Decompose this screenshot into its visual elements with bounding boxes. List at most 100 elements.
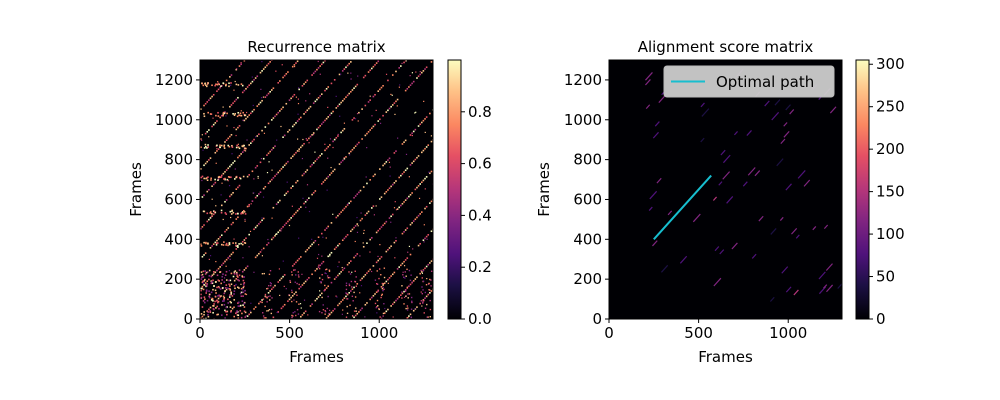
recurrence-cell xyxy=(422,179,425,182)
recurrence-cell xyxy=(384,307,386,310)
recurrence-cell xyxy=(240,114,243,117)
recurrence-cell xyxy=(302,138,304,141)
recurrence-cell xyxy=(212,305,214,307)
recurrence-cell xyxy=(335,246,338,249)
score-segment xyxy=(781,266,789,274)
recurrence-cell xyxy=(383,192,386,195)
recurrence-cell xyxy=(391,94,393,96)
recurrence-cell xyxy=(236,310,238,312)
recurrence-cell xyxy=(220,314,223,316)
recurrence-cell xyxy=(406,287,409,289)
recurrence-cell xyxy=(333,138,336,141)
recurrence-cell xyxy=(327,285,330,288)
recurrence-cell xyxy=(219,288,222,290)
recurrence-cell xyxy=(245,117,247,120)
recurrence-cell xyxy=(264,126,267,128)
recurrence-cell xyxy=(351,148,354,151)
recurrence-cell xyxy=(367,270,370,273)
recurrence-cell xyxy=(301,144,304,147)
recurrence-cell xyxy=(206,101,209,103)
recurrence-cell xyxy=(379,122,382,124)
recurrence-cell xyxy=(225,288,228,291)
recurrence-cell xyxy=(346,64,349,67)
recurrence-cell xyxy=(377,90,380,92)
recurrence-cell xyxy=(220,264,223,266)
recurrence-cell xyxy=(424,297,426,299)
recurrence-cell xyxy=(414,112,416,114)
recurrence-cell xyxy=(200,289,202,292)
recurrence-cell xyxy=(324,119,326,122)
recurrence-cell xyxy=(295,274,297,276)
recurrence-cell xyxy=(429,278,431,281)
recurrence-cell xyxy=(237,126,239,129)
recurrence-cell xyxy=(235,244,237,247)
recurrence-cell xyxy=(412,220,415,222)
recurrence-cell xyxy=(208,188,210,191)
recurrence-cell xyxy=(355,307,357,309)
recurrence-cell xyxy=(203,241,205,244)
recurrence-cell xyxy=(254,306,257,308)
recurrence-cell xyxy=(320,93,323,95)
recurrence-cell xyxy=(223,277,226,279)
score-segment xyxy=(774,99,781,106)
recurrence-cell xyxy=(303,83,305,85)
recurrence-cell xyxy=(235,311,238,314)
recurrence-cell xyxy=(410,296,413,299)
recurrence-cell xyxy=(259,101,262,104)
chart-title: Recurrence matrix xyxy=(247,38,385,56)
score-segment xyxy=(712,196,718,201)
recurrence-cell xyxy=(274,175,276,177)
recurrence-cell xyxy=(237,314,240,317)
recurrence-cell xyxy=(422,119,425,122)
recurrence-cell xyxy=(317,296,320,298)
recurrence-cell xyxy=(215,242,218,244)
recurrence-cell xyxy=(375,231,378,234)
recurrence-cell xyxy=(308,107,310,110)
recurrence-cell xyxy=(369,99,371,101)
recurrence-cell xyxy=(206,160,209,163)
recurrence-cell xyxy=(238,274,241,277)
recurrence-cell xyxy=(421,305,423,307)
recurrence-cell xyxy=(429,291,431,294)
recurrence-cell xyxy=(312,134,315,136)
recurrence-cell xyxy=(267,310,269,312)
recurrence-cell xyxy=(352,300,354,302)
recurrence-cell xyxy=(280,307,283,310)
recurrence-cell xyxy=(226,125,228,127)
recurrence-cell xyxy=(208,218,210,221)
recurrence-cell xyxy=(393,271,396,274)
recurrence-cell xyxy=(288,99,291,101)
recurrence-cell xyxy=(430,140,433,143)
recurrence-cell xyxy=(330,172,333,174)
recurrence-cell xyxy=(375,62,378,64)
recurrence-cell xyxy=(208,159,210,161)
recurrence-cell xyxy=(241,288,244,291)
recurrence-cell xyxy=(312,162,315,164)
recurrence-cell xyxy=(228,242,231,244)
score-segment xyxy=(714,246,720,252)
recurrence-cell xyxy=(256,105,259,107)
recurrence-cell xyxy=(404,199,407,201)
recurrence-cell xyxy=(245,267,247,269)
recurrence-cell xyxy=(225,279,228,281)
recurrence-cell xyxy=(388,217,391,219)
score-segment xyxy=(654,121,660,127)
recurrence-cell xyxy=(324,310,327,313)
recurrence-cell xyxy=(241,240,244,243)
recurrence-cell xyxy=(376,283,379,285)
recurrence-cell xyxy=(422,289,424,291)
recurrence-cell xyxy=(228,243,231,246)
recurrence-cell xyxy=(348,283,350,285)
recurrence-cell xyxy=(235,188,238,190)
recurrence-cell xyxy=(394,113,396,116)
recurrence-cell xyxy=(232,221,234,224)
recurrence-cell xyxy=(254,166,257,169)
recurrence-cell xyxy=(291,65,294,68)
recurrence-cell xyxy=(329,114,331,116)
recurrence-cell xyxy=(229,135,231,138)
recurrence-cell xyxy=(209,157,212,159)
recurrence-cell xyxy=(291,316,293,319)
recurrence-cell xyxy=(370,67,373,70)
recurrence-cell xyxy=(343,68,345,70)
recurrence-cell xyxy=(319,95,321,97)
